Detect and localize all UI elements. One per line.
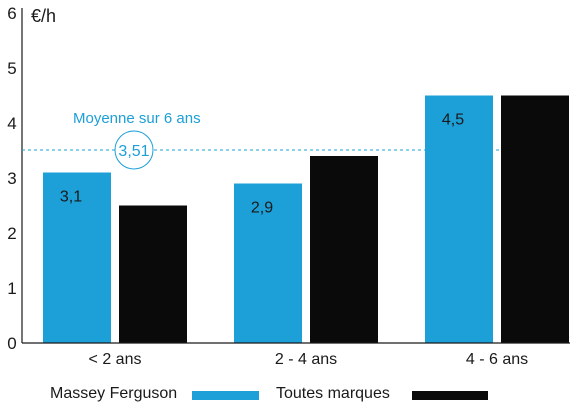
y-axis: 0 1 2 3 4 5 6 €/h: [7, 4, 56, 353]
average-value-circle: [114, 130, 154, 170]
bar-toutes-marques: [119, 205, 187, 343]
legend: Massey Ferguson Toutes marques: [50, 385, 488, 402]
y-tick-label: 5: [7, 59, 16, 78]
legend-label-massey-ferguson: Massey Ferguson: [50, 385, 177, 402]
legend-swatch-toutes-marques: [412, 391, 488, 400]
y-tick-label: 3: [7, 169, 16, 188]
bars: [43, 95, 569, 343]
y-tick-label: 6: [7, 4, 16, 23]
y-tick-label: 2: [7, 224, 16, 243]
bar-value-label: 2,9: [251, 200, 273, 217]
bar-massey-ferguson: [43, 172, 111, 343]
bar-toutes-marques: [310, 156, 378, 343]
legend-swatch-massey-ferguson: [192, 391, 259, 400]
x-category-label: < 2 ans: [89, 351, 142, 368]
bar-value-label: 3,1: [60, 189, 82, 206]
x-axis: < 2 ans 2 - 4 ans 4 - 6 ans: [22, 342, 570, 368]
average-line-label: Moyenne sur 6 ans: [73, 110, 201, 127]
y-axis-unit-label: €/h: [31, 6, 56, 26]
x-category-label: 2 - 4 ans: [275, 351, 337, 368]
bar-massey-ferguson: [425, 95, 493, 343]
y-tick-label: 4: [7, 114, 16, 133]
y-tick-label: 1: [7, 279, 16, 298]
average-value-label: 3,51: [118, 143, 149, 160]
value-labels: 3,1 2,9 4,5: [60, 112, 464, 217]
bar-toutes-marques: [501, 95, 569, 343]
legend-label-toutes-marques: Toutes marques: [276, 385, 390, 402]
x-category-label: 4 - 6 ans: [466, 351, 528, 368]
bar-massey-ferguson: [234, 183, 302, 343]
y-tick-label: 0: [7, 334, 16, 353]
bar-value-label: 4,5: [442, 112, 464, 129]
